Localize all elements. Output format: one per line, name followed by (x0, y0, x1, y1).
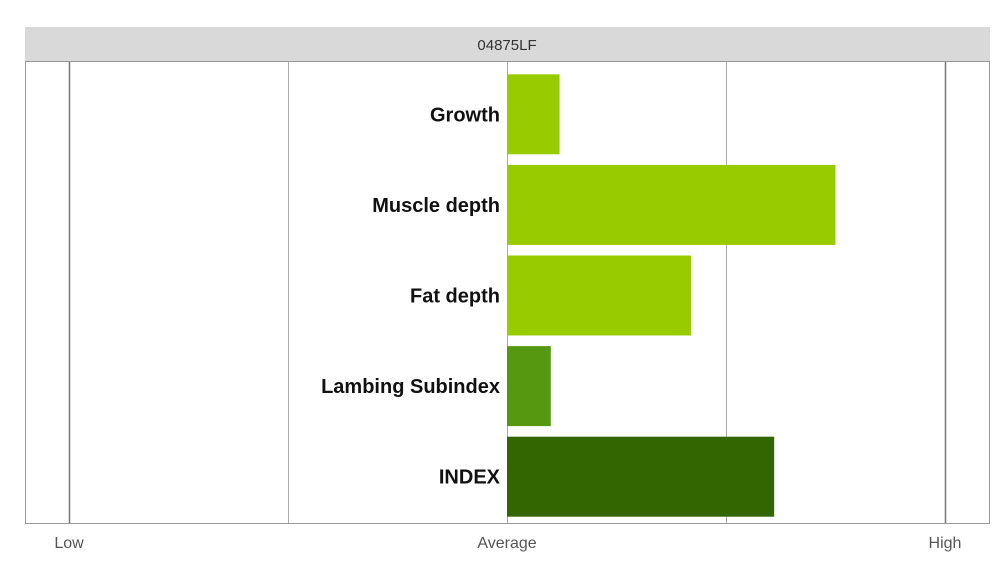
tick-label-high: High (929, 535, 962, 552)
bars (507, 74, 836, 517)
category-label-growth: Growth (430, 104, 500, 126)
bar-lambing-subindex (507, 346, 551, 427)
bar-fat-depth (507, 255, 691, 336)
bar-muscle-depth (507, 164, 836, 245)
x-axis-tick-labels: Low Average High (54, 535, 961, 552)
bar-index (507, 436, 775, 517)
category-label-fat-depth: Fat depth (410, 286, 500, 308)
category-label-lambing-subindex: Lambing Subindex (321, 376, 500, 398)
category-label-index: INDEX (439, 467, 501, 489)
chart-header (25, 27, 990, 61)
category-label-muscle-depth: Muscle depth (372, 195, 500, 217)
category-labels: Growth Muscle depth Fat depth Lambing Subin… (321, 104, 501, 488)
bar-growth (507, 74, 560, 155)
chart-title: 04875LF (477, 37, 536, 54)
tick-label-low: Low (54, 535, 84, 552)
tick-label-average: Average (477, 535, 536, 552)
plot-frame (25, 61, 990, 524)
